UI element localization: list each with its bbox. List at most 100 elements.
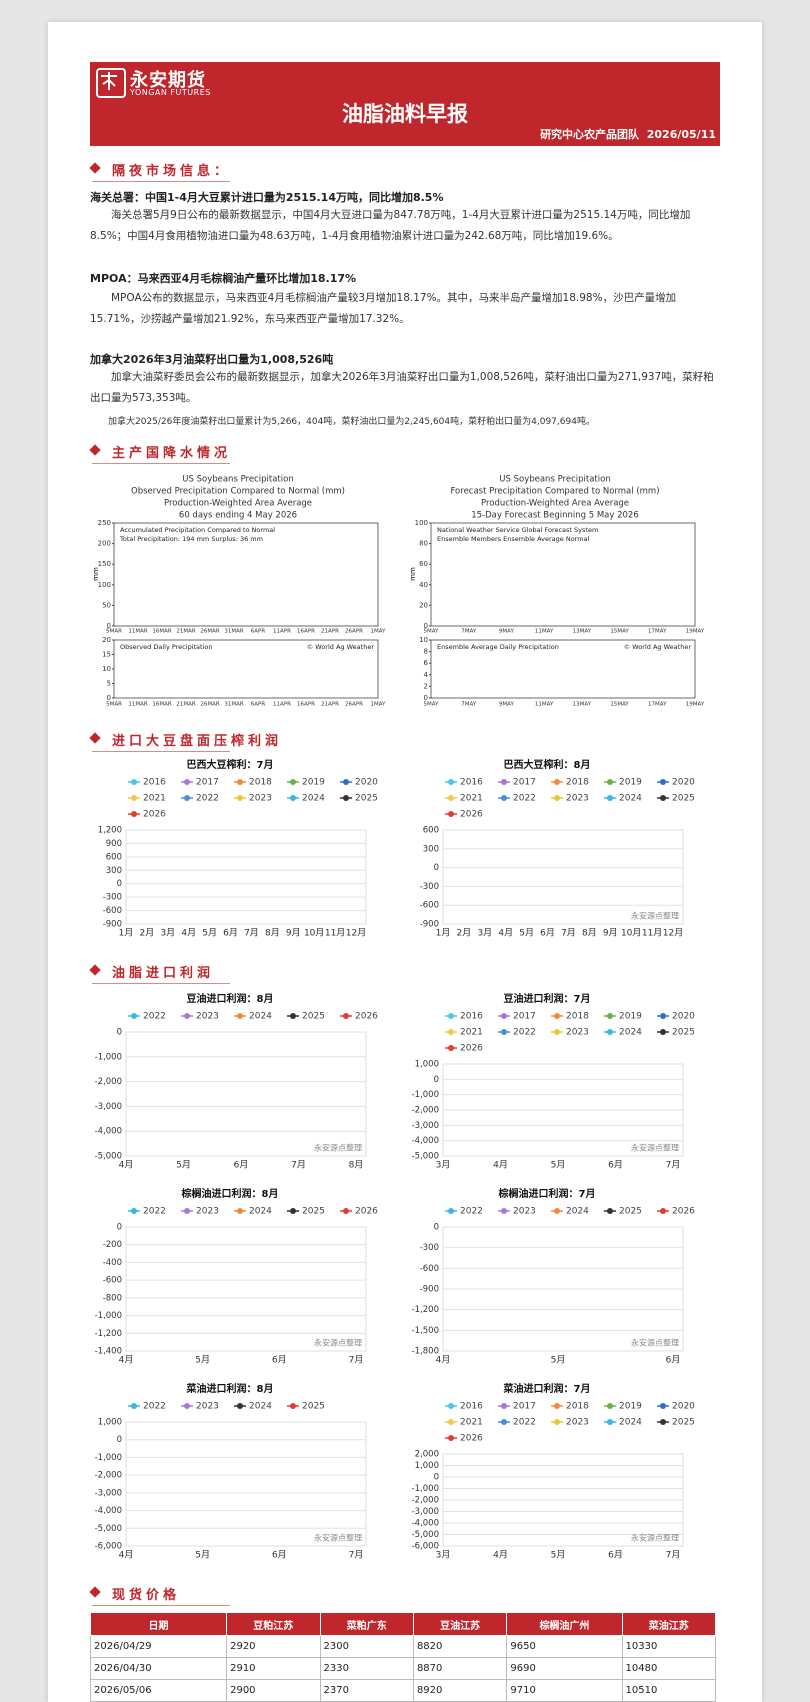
report-byline: 研究中心农产品团队 2026/05/11 [540,126,716,142]
table-cell: 2900 [226,1679,321,1702]
legend-swatch [660,1419,666,1425]
legend-label: 2021 [143,794,166,804]
legend-label: 2019 [302,778,325,788]
legend-swatch [501,1403,507,1409]
legend-label: 2025 [302,1012,325,1022]
chart-title: 60 days ending 4 May 2026 [179,511,297,521]
legend-label: 2026 [460,1044,483,1054]
y-tick-label: -5,000 [412,1152,439,1162]
plot-frame [430,639,696,699]
table-cell: 8920 [412,1679,508,1702]
legend-swatch [290,1403,296,1409]
legend-swatch [131,795,137,801]
legend-label: 2020 [672,778,695,788]
y-tick-label: -600 [420,901,439,911]
y-tick-label: -300 [420,882,439,892]
legend-swatch [607,779,613,785]
x-tick-label: 9月 [603,928,618,939]
x-tick-label: 17MAY [648,702,667,708]
legend-label: 2025 [672,1028,695,1038]
x-tick-label: 31MAR [224,629,244,635]
chart-title: 豆油进口利润：8月 [187,992,274,1005]
legend-swatch [660,795,666,801]
legend-swatch [554,1208,560,1214]
legend-swatch [184,1208,190,1214]
legend-swatch [554,779,560,785]
y-tick-label: 0 [434,1075,439,1085]
legend-swatch [343,1013,349,1019]
table-cell: 10510 [621,1679,717,1702]
x-tick-label: 13MAY [573,629,592,635]
legend-swatch [554,1419,560,1425]
legend-label: 2023 [566,1028,589,1038]
legend-swatch [131,1208,137,1214]
source-note: 永安源点整理 [631,1533,679,1543]
x-tick-label: 11MAY [535,629,554,635]
y-tick-label: -600 [103,1276,122,1286]
y-tick-label: 4 [424,671,429,679]
legend-swatch [448,795,454,801]
x-tick-label: 11APR [273,629,291,635]
y-tick-label: 6 [424,659,429,667]
y-tick-label: 0 [107,622,111,630]
legend-label: 2022 [513,794,536,804]
x-tick-label: 6月 [223,928,238,939]
legend-swatch [448,1208,454,1214]
section-rule [92,463,230,464]
section-rule [92,1605,230,1606]
legend-label: 2020 [355,778,378,788]
plot-frame [113,522,379,627]
y-tick-label: -900 [420,920,439,930]
y-tick-label: -4,000 [95,1506,122,1516]
legend-swatch [554,1013,560,1019]
x-tick-label: 5月 [551,1160,566,1171]
x-tick-label: 5月 [202,928,217,939]
y-tick-label: 300 [423,844,439,854]
y-tick-label: 15 [102,651,111,659]
y-tick-label: -6,000 [412,1542,439,1552]
legend-label: 2018 [566,1012,589,1022]
y-tick-label: 20 [419,601,428,609]
news-body: MPOA公布的数据显示，马来西亚4月毛棕榈油产量较3月增加18.17%。其中，马… [90,292,677,325]
y-tick-label: -1,000 [95,1311,122,1321]
y-tick-label: 250 [98,519,111,527]
legend-label: 2019 [619,1402,642,1412]
y-tick-label: -1,000 [412,1090,439,1100]
y-tick-label: -600 [103,906,122,916]
x-tick-label: 19MAY [686,702,705,708]
y-tick-label: 10 [419,636,428,644]
x-tick-label: 9MAY [499,629,515,635]
chart-title: US Soybeans Precipitation [182,475,293,485]
x-tick-label: 4月 [119,1160,134,1171]
column-header: 棕榈油广州 [506,1612,623,1636]
x-tick-label: 3月 [477,928,492,939]
legend-swatch [343,1208,349,1214]
x-tick-label: 1MAY [371,702,387,708]
x-tick-label: 11月 [642,928,662,939]
x-tick-label: 4月 [119,1355,134,1366]
legend-label: 2023 [566,794,589,804]
legend-swatch [184,795,190,801]
x-tick-label: 12月 [346,928,366,939]
x-tick-label: 3月 [436,1550,451,1561]
chart-title: Production-Weighted Area Average [481,499,629,509]
legend-label: 2025 [619,1207,642,1217]
y-tick-label: -1,200 [412,1305,439,1315]
x-tick-label: 4月 [119,1550,134,1561]
y-tick-label: -900 [420,1285,439,1295]
y-tick-label: 2 [424,682,428,690]
x-tick-label: 5MAY [424,702,440,708]
x-tick-label: 6月 [666,1355,681,1366]
table-cell: 2026/05/06 [89,1679,228,1702]
legend-label: 2016 [143,778,166,788]
legend-swatch [237,1208,243,1214]
legend-label: 2017 [513,1402,536,1412]
legend-label: 2017 [513,778,536,788]
chart-title: 巴西大豆榨利：7月 [187,758,274,771]
y-tick-label: -4,000 [95,1127,122,1137]
x-tick-label: 8月 [349,1160,364,1171]
y-tick-label: 0 [424,694,428,702]
legend-label: 2022 [460,1207,483,1217]
legend-label: 2024 [619,794,642,804]
legend-label: 2019 [619,1012,642,1022]
